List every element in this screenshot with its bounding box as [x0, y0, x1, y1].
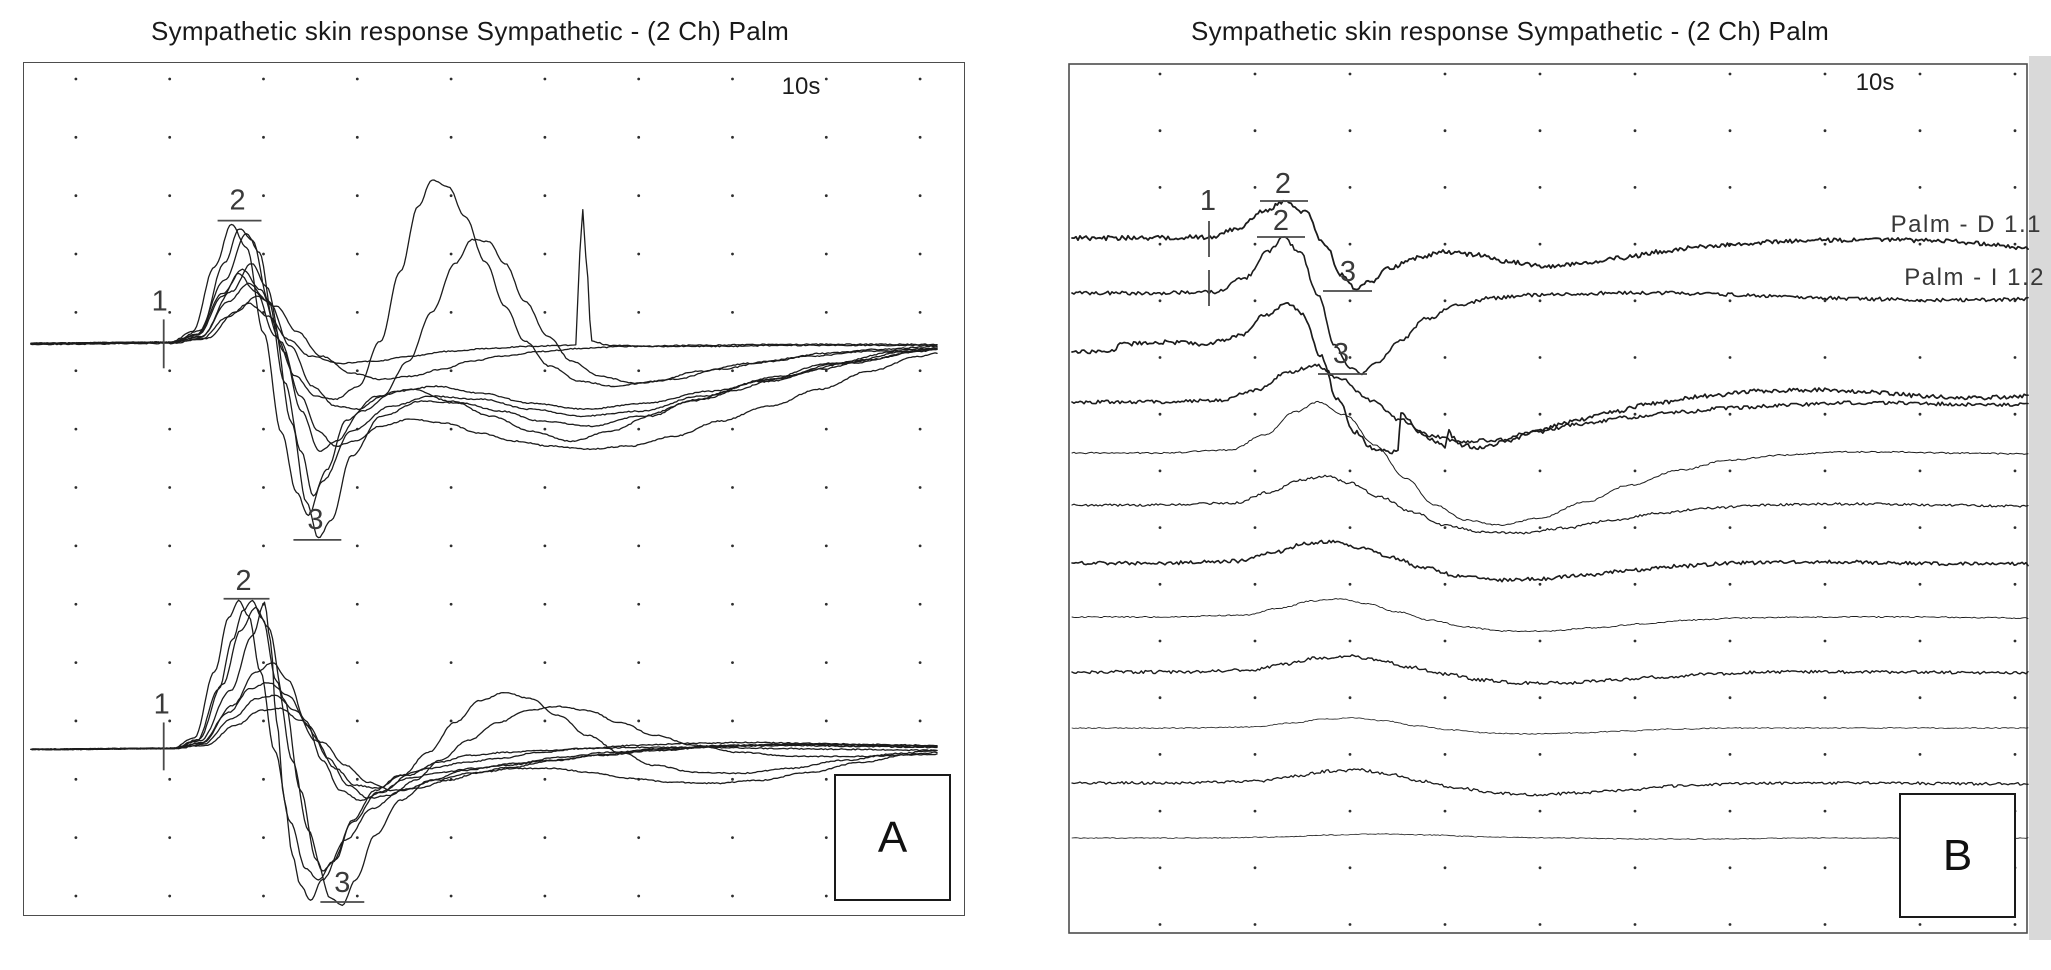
svg-text:2: 2	[1275, 168, 1291, 200]
panel-a-corner-label: A	[877, 812, 908, 862]
svg-text:2: 2	[1273, 205, 1289, 237]
panel-b-plot: 1 2 2 3 3 Palm - D 1.1 Palm - I 1.2	[1068, 63, 2045, 934]
svg-text:3: 3	[1333, 338, 1349, 370]
panel-b-corner-label: B	[1942, 830, 1973, 880]
panel-a-plot: 1 2 3 1 2 3	[30, 77, 938, 907]
panel-a-timebase-label: 10s	[781, 73, 821, 100]
svg-text:Palm - D 1.1: Palm - D 1.1	[1891, 211, 2042, 238]
svg-text:1: 1	[152, 285, 168, 317]
svg-text:2: 2	[235, 565, 251, 597]
svg-text:3: 3	[334, 867, 350, 899]
svg-text:1: 1	[154, 688, 170, 720]
svg-text:Palm - I 1.2: Palm - I 1.2	[1904, 264, 2045, 291]
panel-a-corner-label-box: A	[834, 774, 951, 901]
scan-edge-artifact	[2029, 56, 2051, 940]
svg-text:2: 2	[229, 185, 245, 217]
panel-b-title: Sympathetic skin response Sympathetic - …	[1190, 16, 1830, 46]
panel-b-timebase-label: 10s	[1855, 69, 1895, 96]
panel-a-title: Sympathetic skin response Sympathetic - …	[150, 16, 790, 46]
svg-text:3: 3	[1340, 256, 1356, 288]
panel-a: 1 2 3 1 2 3 10s A	[23, 62, 965, 916]
panel-b-corner-label-box: B	[1899, 793, 2016, 918]
panel-b: 1 2 2 3 3 Palm - D 1.1 Palm - I 1.2 10s B	[1068, 63, 2051, 934]
svg-text:1: 1	[1200, 185, 1216, 217]
svg-text:3: 3	[307, 504, 323, 536]
